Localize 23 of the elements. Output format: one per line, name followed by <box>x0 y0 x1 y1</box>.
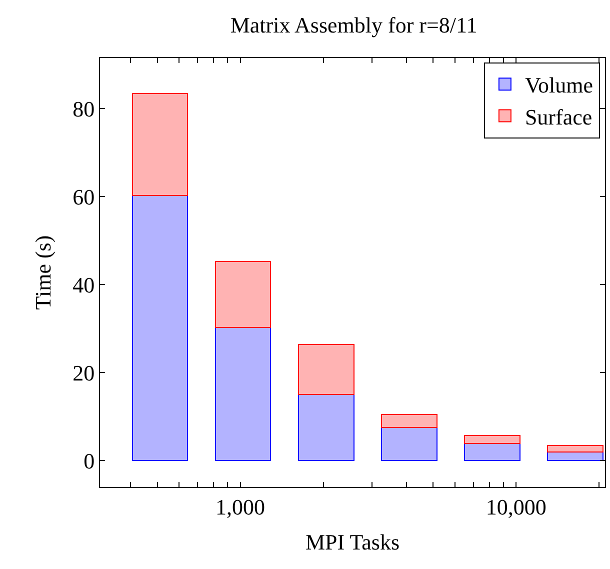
y-tick-label: 40 <box>72 272 95 298</box>
y-tick-label: 80 <box>72 96 95 122</box>
x-tick-label: 10,000 <box>486 494 546 520</box>
bar <box>464 442 520 462</box>
bar <box>215 327 272 462</box>
y-tick-label: 0 <box>84 448 95 474</box>
x-tick-label: 1,000 <box>216 494 266 520</box>
bar <box>132 93 188 196</box>
x-axis-title: MPI Tasks <box>305 529 400 554</box>
y-tick-label: 60 <box>72 184 95 210</box>
y-tick-label: 20 <box>72 360 95 386</box>
bar <box>381 427 438 462</box>
chart-title: Matrix Assembly for r=8/11 <box>230 12 478 38</box>
bar <box>464 435 520 444</box>
bar <box>547 445 604 452</box>
y-axis-title: Time (s) <box>30 235 56 310</box>
legend-label: Surface <box>524 104 592 130</box>
legend-label: Volume <box>524 72 593 98</box>
bar <box>298 394 354 462</box>
bar <box>381 414 438 428</box>
bar <box>298 344 354 396</box>
bar <box>132 195 188 462</box>
bar <box>215 261 272 328</box>
